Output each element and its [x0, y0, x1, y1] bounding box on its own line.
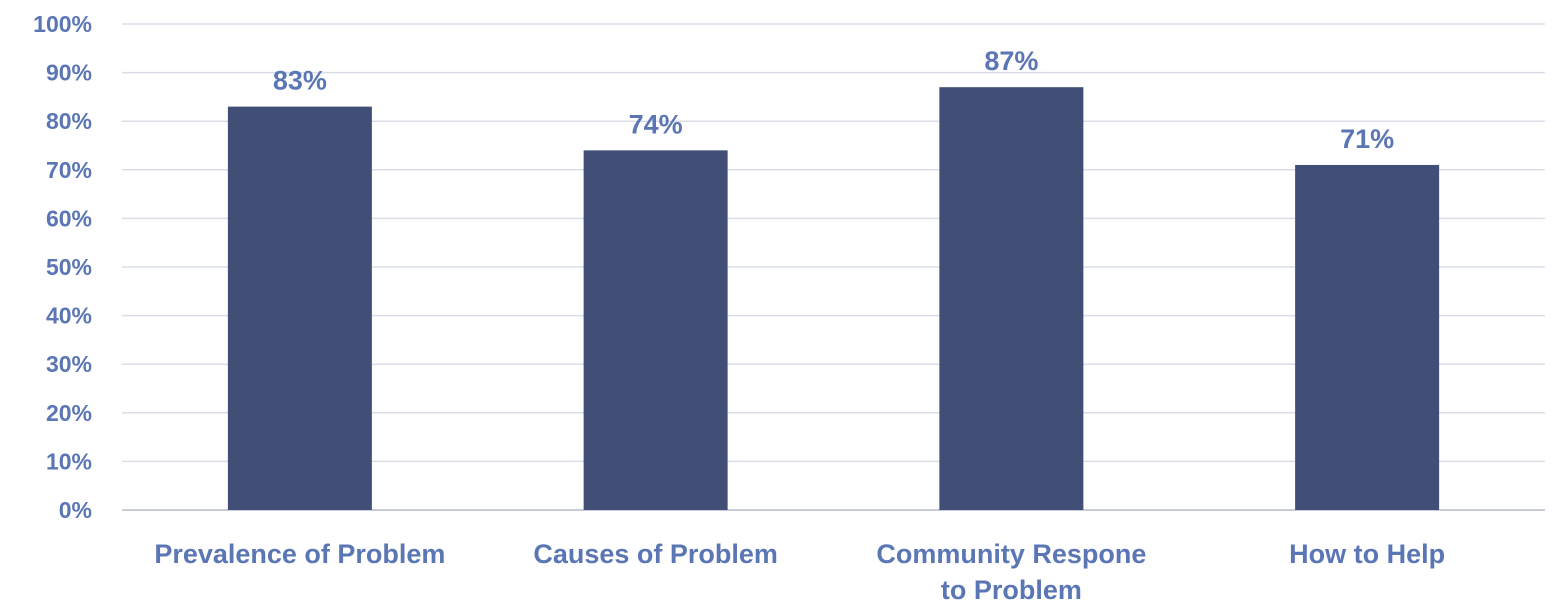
- y-tick-label: 70%: [46, 157, 92, 183]
- y-axis-tick-labels: 0% 10% 20% 30% 40% 50% 60% 70% 80% 90% 100%: [33, 11, 92, 523]
- y-tick-label: 100%: [33, 11, 92, 37]
- data-label: 83%: [273, 66, 327, 96]
- y-tick-label: 60%: [46, 205, 92, 231]
- y-tick-label: 30%: [46, 351, 92, 377]
- category-label-line: to Problem: [941, 575, 1082, 605]
- data-label: 71%: [1340, 124, 1394, 154]
- category-label-line: Community Respone: [876, 539, 1146, 569]
- category-label-line: Prevalence of Problem: [154, 539, 445, 569]
- category-label-line: How to Help: [1289, 539, 1445, 569]
- y-tick-label: 20%: [46, 400, 92, 426]
- category-label: How to Help: [1289, 539, 1445, 569]
- bar: [227, 106, 372, 511]
- y-tick-label: 0%: [59, 497, 92, 523]
- category-label: Causes of Problem: [533, 539, 778, 569]
- bar: [939, 87, 1084, 511]
- y-tick-label: 40%: [46, 303, 92, 329]
- category-label-line: Causes of Problem: [533, 539, 778, 569]
- y-tick-label: 80%: [46, 108, 92, 134]
- x-axis-category-labels: Prevalence of Problem Causes of Problem Co…: [154, 539, 1445, 605]
- bar: [583, 150, 728, 511]
- y-tick-label: 10%: [46, 448, 92, 474]
- data-labels: 83% 74% 87% 71%: [273, 46, 1394, 154]
- category-label: Community Respone to Problem: [876, 539, 1146, 605]
- y-tick-label: 50%: [46, 254, 92, 280]
- category-label: Prevalence of Problem: [154, 539, 445, 569]
- bar: [1295, 164, 1440, 510]
- y-tick-label: 90%: [46, 60, 92, 86]
- bars: [227, 87, 1440, 511]
- data-label: 87%: [984, 46, 1038, 76]
- data-label: 74%: [629, 109, 683, 139]
